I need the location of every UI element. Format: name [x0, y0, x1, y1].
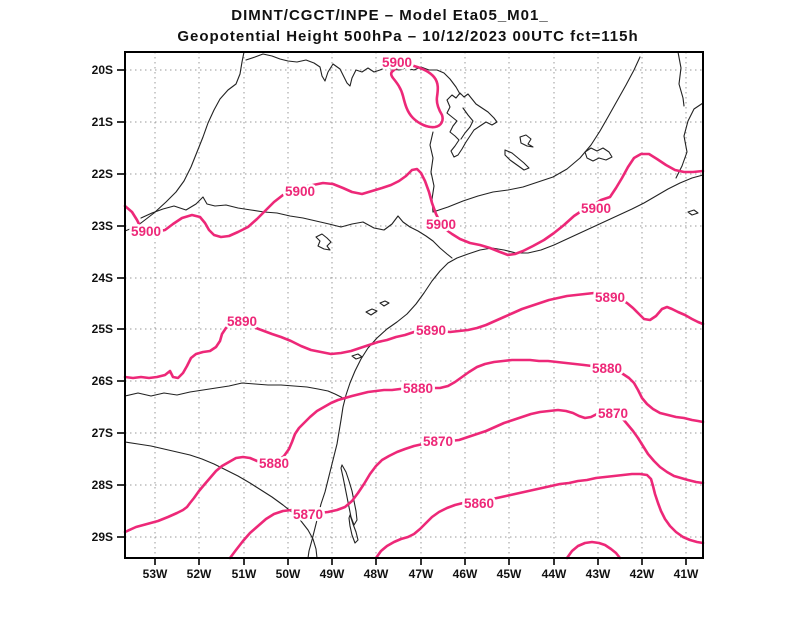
longitude-axis: 53W 52W 51W 50W 49W 48W 47W 46W 45W 44W …	[143, 567, 699, 581]
coastline	[307, 174, 704, 559]
state-border-south2	[124, 441, 318, 559]
contour-5900-main	[123, 152, 705, 257]
lake-small-east	[584, 147, 613, 162]
lon-tick-label: 47W	[409, 567, 434, 581]
lake-small-south	[315, 233, 332, 251]
lat-tick-label: 27S	[92, 426, 113, 440]
contour-value-label: 5870	[423, 434, 453, 449]
lat-tick-label: 25S	[92, 322, 113, 336]
contour-value-label: 5900	[131, 224, 161, 239]
contour-value-label: 5880	[403, 381, 433, 396]
reservoir-lake-arm	[460, 107, 474, 140]
lon-tick-label: 49W	[320, 567, 345, 581]
map-title-line1: DIMNT/CGCT/INPE – Model Eta05_M01_	[231, 7, 548, 24]
lat-tick-label: 26S	[92, 374, 113, 388]
contour-value-label: 5870	[598, 406, 628, 421]
lon-tick-label: 51W	[232, 567, 257, 581]
lon-tick-label: 53W	[143, 567, 168, 581]
lat-tick-label: 29S	[92, 530, 113, 544]
lat-tick-label: 23S	[92, 219, 113, 233]
lat-tick-label: 24S	[92, 271, 113, 285]
lon-tick-label: 44W	[542, 567, 567, 581]
contour-5880	[123, 358, 705, 534]
contour-5890	[123, 291, 705, 380]
contour-value-label: 5860	[464, 496, 494, 511]
coastal-lagoon-island-small	[348, 514, 359, 544]
contour-value-label: 5900	[382, 55, 412, 70]
contour-value-label: 5890	[227, 314, 257, 329]
coastal-island-2	[379, 300, 390, 307]
plot-frame	[124, 51, 704, 559]
lon-tick-label: 45W	[497, 567, 522, 581]
contour-value-label: 5870	[293, 507, 323, 522]
contour-layer	[123, 63, 705, 560]
lon-tick-label: 52W	[187, 567, 212, 581]
lon-tick-label: 42W	[630, 567, 655, 581]
lat-tick-label: 20S	[92, 63, 113, 77]
geography-layer	[124, 51, 704, 559]
map-title-line2: Geopotential Height 500hPa – 10/12/2023 …	[177, 28, 638, 45]
lake-small-mid	[504, 149, 530, 171]
axis-ticks	[117, 69, 687, 565]
latitude-axis: 20S 21S 22S 23S 24S 25S 26S 27S 28S 29S	[92, 63, 113, 544]
state-border-west-east	[140, 196, 453, 259]
lat-tick-label: 28S	[92, 478, 113, 492]
contour-5870	[228, 408, 705, 560]
state-border-south1	[124, 382, 345, 400]
contour-value-label: 5880	[592, 361, 622, 376]
contour-value-label: 5900	[426, 217, 456, 232]
state-border-northeast	[432, 56, 641, 213]
coastal-island-1	[365, 308, 378, 316]
lat-tick-label: 21S	[92, 115, 113, 129]
lon-tick-label: 46W	[453, 567, 478, 581]
lon-tick-label: 50W	[276, 567, 301, 581]
reservoir-lake-large	[446, 92, 498, 158]
coastal-island-3	[351, 353, 363, 360]
contour-value-label: 5880	[259, 456, 289, 471]
contour-5850-arc	[565, 540, 622, 560]
state-border-east	[675, 102, 704, 179]
contour-value-label: 5890	[416, 323, 446, 338]
lon-tick-label: 48W	[364, 567, 389, 581]
contour-value-label: 5900	[285, 184, 315, 199]
lat-tick-label: 22S	[92, 167, 113, 181]
state-border-northwest	[124, 51, 245, 232]
grid-lines	[125, 52, 703, 558]
coastal-island-4	[687, 209, 699, 216]
coastal-lagoon-island	[340, 464, 358, 526]
contour-value-label: 5900	[581, 201, 611, 216]
contour-5900-closed-loop	[389, 63, 444, 129]
lon-tick-label: 43W	[586, 567, 611, 581]
lon-tick-label: 41W	[674, 567, 699, 581]
state-border-top-right	[677, 51, 685, 107]
contour-label-layer: 5900 5900 5900 5900 5900 5890 5890 5890 …	[128, 53, 630, 525]
contour-value-label: 5890	[595, 290, 625, 305]
lake-small-center	[519, 134, 534, 148]
contour-5860	[374, 472, 705, 560]
river-north	[245, 53, 461, 95]
